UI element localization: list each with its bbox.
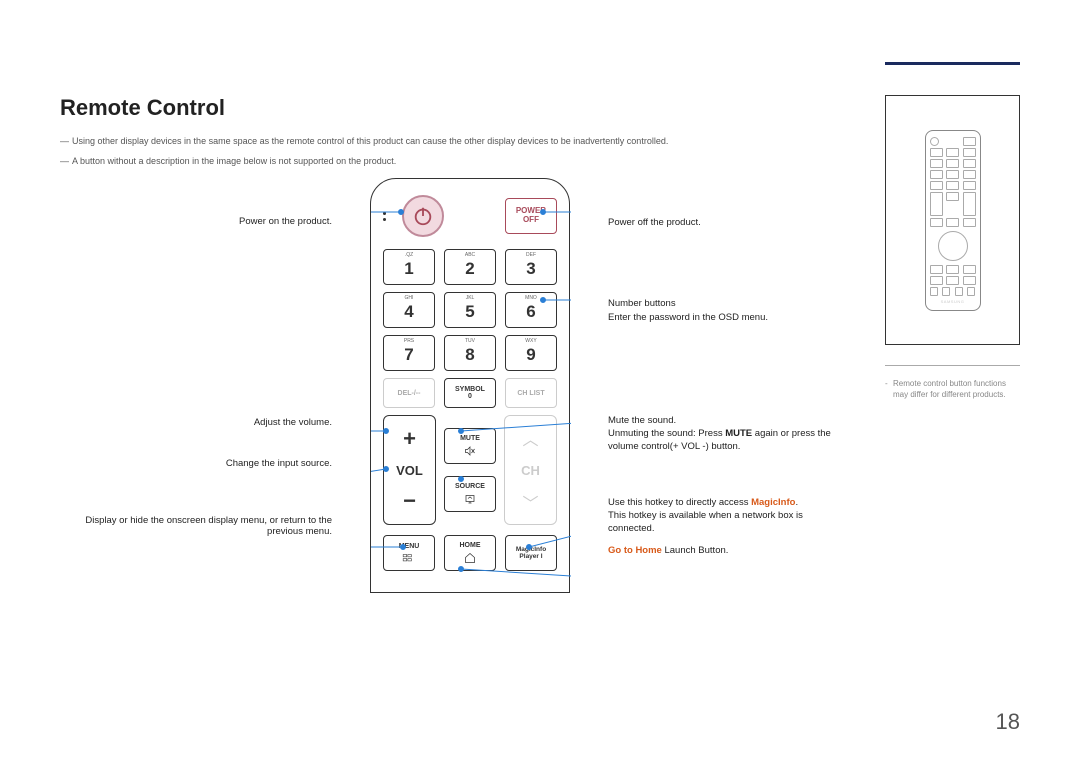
volume-rocker[interactable]: + VOL − xyxy=(383,415,436,525)
key-del[interactable]: DEL-/-- xyxy=(383,378,435,408)
label-mute: Mute the sound. Unmuting the sound: Pres… xyxy=(590,414,850,454)
key-1[interactable]: .QZ1 xyxy=(383,249,435,285)
ch-down-icon: ﹀ xyxy=(522,490,538,514)
label-magicinfo: Use this hotkey to directly access Magic… xyxy=(590,496,850,536)
key-0-symbol[interactable]: SYMBOL 0 xyxy=(444,378,496,408)
power-icon xyxy=(412,205,434,227)
channel-rocker[interactable]: ︿ CH ﹀ xyxy=(504,415,557,525)
magicinfo-button[interactable]: MagicInfo Player I xyxy=(505,535,557,571)
key-2[interactable]: ABC2 xyxy=(444,249,496,285)
power-off-button[interactable]: POWER OFF xyxy=(505,198,557,234)
key-7[interactable]: PRS7 xyxy=(383,335,435,371)
label-source: Change the input source. xyxy=(60,458,350,469)
menu-icon xyxy=(402,553,416,563)
key-3[interactable]: DEF3 xyxy=(505,249,557,285)
mute-icon xyxy=(463,445,477,457)
home-icon xyxy=(463,552,477,564)
label-volume: Adjust the volume. xyxy=(60,417,350,428)
page-title: Remote Control xyxy=(60,95,1020,121)
note-2: A button without a description in the im… xyxy=(60,155,1020,169)
source-button[interactable]: SOURCE xyxy=(444,476,496,512)
menu-button[interactable]: MENU xyxy=(383,535,435,571)
label-menu: Display or hide the onscreen display men… xyxy=(60,515,350,537)
page-number: 18 xyxy=(996,709,1020,735)
source-icon xyxy=(463,493,477,505)
remote-body: POWER OFF .QZ1 ABC2 DEF3 GHI4 JKL5 MNO6 … xyxy=(370,178,570,593)
note-1: Using other display devices in the same … xyxy=(60,135,1020,149)
remote-thumbnail-box: SAMSUNG xyxy=(885,95,1020,345)
home-button[interactable]: HOME xyxy=(444,535,496,571)
vol-down-icon: − xyxy=(403,488,416,514)
label-home: Go to Home Launch Button. xyxy=(590,544,850,557)
mute-button[interactable]: MUTE xyxy=(444,428,496,464)
key-6[interactable]: MNO6 xyxy=(505,292,557,328)
label-numbers: Number buttons Enter the password in the… xyxy=(590,297,850,324)
key-9[interactable]: WXY9 xyxy=(505,335,557,371)
remote-thumbnail: SAMSUNG xyxy=(925,130,981,311)
sidebar-note: Remote control button functions may diff… xyxy=(885,378,1020,400)
vol-up-icon: + xyxy=(403,426,416,452)
label-power-on: Power on the product. xyxy=(60,216,350,227)
key-chlist[interactable]: CH LIST xyxy=(505,378,557,408)
label-power-off: Power off the product. xyxy=(590,216,850,229)
sidebar-thumbnail: SAMSUNG Remote control button functions … xyxy=(885,95,1020,400)
ir-led-icon xyxy=(383,212,386,221)
power-on-button[interactable] xyxy=(402,195,444,237)
key-5[interactable]: JKL5 xyxy=(444,292,496,328)
key-4[interactable]: GHI4 xyxy=(383,292,435,328)
ch-up-icon: ︿ xyxy=(522,426,538,450)
key-8[interactable]: TUV8 xyxy=(444,335,496,371)
header-rule xyxy=(885,62,1020,65)
